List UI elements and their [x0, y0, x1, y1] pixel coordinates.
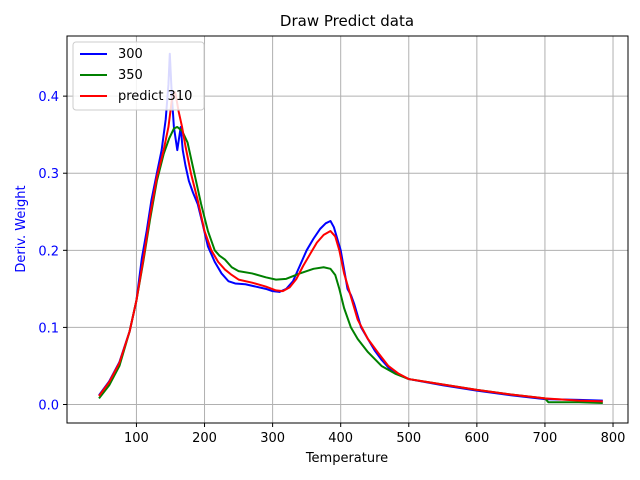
y-tick-label: 0.1 [38, 321, 59, 336]
y-tick-label: 0.2 [38, 244, 59, 259]
legend: 300 350 predict 310 [72, 41, 205, 111]
chart-title: Draw Predict data [280, 12, 414, 30]
series-line-2 [98, 91, 603, 403]
y-tick-label: 0.3 [38, 167, 59, 182]
y-tick-label: 0.0 [38, 398, 59, 413]
x-tick-label: 500 [396, 431, 421, 446]
legend-box [72, 41, 205, 111]
x-tick-label: 100 [124, 431, 149, 446]
legend-label-350: 350 [118, 68, 143, 83]
x-axis-label: Temperature [305, 451, 388, 466]
x-tick-label: 200 [192, 431, 217, 446]
ticks: 100 200 300 400 500 600 700 800 0.0 0.1 0.2 0.3 0.4 [38, 90, 625, 446]
x-tick-label: 800 [601, 431, 626, 446]
legend-label-predict-310: predict 310 [118, 89, 192, 104]
y-axis-label: Deriv. Weight [14, 185, 29, 272]
series-line-0 [98, 52, 603, 402]
x-tick-label: 300 [260, 431, 285, 446]
x-tick-label: 600 [464, 431, 489, 446]
x-tick-label: 700 [533, 431, 558, 446]
plot-lines [98, 52, 603, 404]
legend-label-300: 300 [118, 47, 143, 62]
x-tick-label: 400 [328, 431, 353, 446]
plot-frame [66, 35, 629, 424]
y-tick-label: 0.4 [38, 90, 59, 105]
